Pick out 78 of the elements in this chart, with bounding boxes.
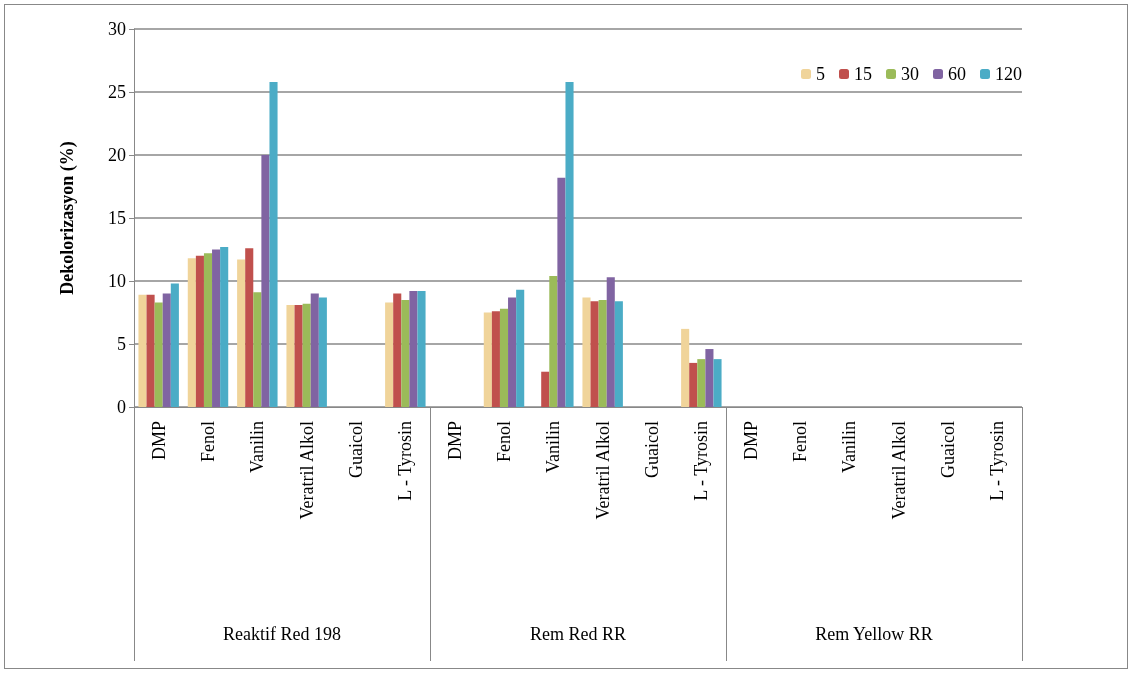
legend-label: 60	[948, 64, 966, 84]
bar	[245, 248, 254, 407]
bar	[203, 253, 213, 407]
x-tick-label: Veratril Alkol	[592, 421, 613, 520]
x-tick-label: DMP	[444, 421, 465, 461]
bar	[195, 255, 204, 407]
bar	[385, 302, 394, 407]
bar	[681, 328, 690, 407]
bar	[237, 259, 246, 407]
x-tick-label: Fenol	[198, 421, 218, 463]
bar	[614, 301, 623, 407]
bar	[549, 275, 558, 407]
bar	[187, 258, 196, 407]
x-tick-label: Guaicol	[642, 421, 662, 478]
y-axis-title: Dekolorizasyon (%)	[57, 141, 78, 295]
text: Rem Red RR	[529, 624, 627, 644]
bar	[516, 289, 525, 407]
x-tick-label: DMP	[148, 421, 169, 461]
x-tick-label: DMP	[740, 421, 761, 461]
bar	[590, 301, 599, 407]
x-tick-label: Vanilin	[839, 421, 860, 473]
x-tick-label: Veratril Alkol	[888, 421, 909, 520]
bar	[393, 293, 402, 407]
y-tick-label: 10	[108, 271, 126, 291]
text: Reaktif Red 198	[223, 624, 341, 644]
bar	[138, 294, 147, 407]
text: Rem Yellow RR	[815, 624, 933, 644]
x-tick-label: Veratril Alkol	[296, 421, 317, 520]
bar	[557, 177, 566, 407]
x-tick-label: Guaicol	[938, 421, 958, 478]
bar	[483, 312, 492, 407]
bar	[491, 311, 500, 407]
bar	[154, 302, 163, 407]
bar	[294, 304, 303, 407]
bar	[697, 359, 706, 407]
x-tick-label: L - Tyrosin	[691, 421, 712, 501]
x-tick-label: Fenol	[790, 421, 810, 463]
x-tick-label: L - Tyrosin	[987, 421, 1008, 501]
x-tick-label: L - Tyrosin	[395, 421, 416, 501]
legend-label: 5	[816, 64, 825, 84]
bar	[705, 349, 714, 407]
x-tick-label: Vanilin	[543, 421, 564, 473]
legend-label: 120	[995, 64, 1022, 84]
bar	[310, 293, 319, 407]
bar	[286, 304, 295, 407]
x-tick-label: Guaicol	[346, 421, 366, 478]
bar	[302, 303, 311, 407]
bar	[541, 371, 550, 407]
bar	[409, 291, 418, 407]
bar	[220, 246, 229, 407]
bar	[582, 297, 591, 407]
bar	[162, 293, 171, 407]
y-tick-label: 20	[108, 145, 126, 165]
legend-label: 15	[854, 64, 872, 84]
bar	[606, 277, 615, 407]
y-tick-label: 30	[108, 19, 126, 39]
bar	[417, 291, 426, 407]
y-tick-label: 25	[108, 82, 126, 102]
bar	[212, 249, 221, 407]
bar	[170, 283, 179, 407]
bar	[253, 292, 262, 407]
bar	[146, 294, 155, 407]
bar	[261, 155, 270, 407]
bar	[598, 299, 607, 407]
bar	[508, 297, 517, 407]
y-tick-label: 15	[108, 208, 126, 228]
bar	[499, 308, 509, 407]
bar	[565, 81, 574, 407]
legend-label: 30	[901, 64, 919, 84]
bar	[401, 299, 410, 407]
y-tick-label: 0	[117, 397, 126, 417]
bar	[689, 362, 698, 407]
y-tick-label: 5	[117, 334, 126, 354]
x-tick-label: Vanilin	[247, 421, 268, 473]
bar	[269, 81, 278, 407]
bar	[318, 297, 327, 407]
bar	[713, 359, 722, 407]
x-tick-label: Fenol	[494, 421, 514, 463]
